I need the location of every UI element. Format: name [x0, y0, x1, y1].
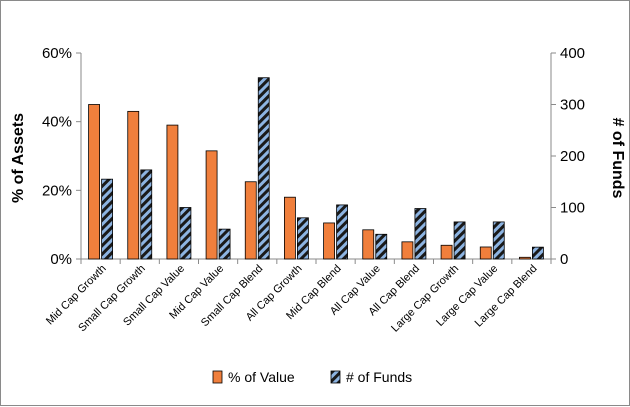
- right-tick-label: 200: [560, 148, 585, 165]
- right-tick-label: 300: [560, 97, 585, 114]
- category-label: Small Cap Growth: [76, 263, 148, 335]
- right-tick-label: 100: [560, 200, 585, 217]
- legend: % of Value # of Funds: [212, 369, 412, 385]
- left-tick-label: 20%: [42, 182, 72, 199]
- bar-funds: [336, 204, 348, 260]
- left-tick-label: 0%: [50, 251, 72, 268]
- bar-funds: [375, 233, 388, 260]
- legend-swatch-funds: [330, 370, 341, 384]
- bar-funds: [140, 169, 153, 260]
- bar-value: [166, 124, 179, 260]
- bar-funds: [218, 228, 231, 260]
- legend-swatch-value: [212, 370, 223, 384]
- right-tick-label: 400: [560, 45, 585, 62]
- right-tick-label: 0: [560, 251, 568, 268]
- plot-area: [80, 53, 552, 264]
- left-tick-label: 60%: [42, 45, 72, 62]
- bar-value: [519, 256, 531, 260]
- bar-funds: [532, 246, 544, 260]
- right-axis-title: # of Funds: [609, 118, 626, 199]
- bar-value: [127, 110, 140, 260]
- bar-funds: [492, 221, 505, 260]
- bar-value: [323, 222, 335, 260]
- bar-funds: [414, 208, 427, 260]
- category-label: Large Cap Growth: [389, 263, 461, 335]
- bar-funds: [101, 178, 113, 260]
- bar-value: [401, 241, 414, 260]
- bar-value: [440, 244, 453, 260]
- bar-funds: [257, 77, 270, 260]
- bar-value: [284, 196, 296, 260]
- left-tick-label: 40%: [42, 114, 72, 131]
- bar-value: [244, 181, 257, 260]
- legend-label-funds: # of Funds: [346, 369, 412, 385]
- bar-value: [479, 246, 492, 260]
- bar-funds: [297, 217, 309, 260]
- bar-value: [88, 104, 100, 260]
- legend-label-value: % of Value: [228, 369, 295, 385]
- bar-funds: [453, 221, 466, 260]
- bar-funds: [179, 207, 192, 260]
- bar-value: [362, 229, 375, 260]
- right-axis-ticks: 0 100 200 300 400: [551, 45, 585, 268]
- bar-value: [205, 150, 218, 260]
- left-axis-ticks: 0% 20% 40% 60%: [42, 45, 81, 268]
- left-axis-title: % of Assets: [10, 113, 27, 203]
